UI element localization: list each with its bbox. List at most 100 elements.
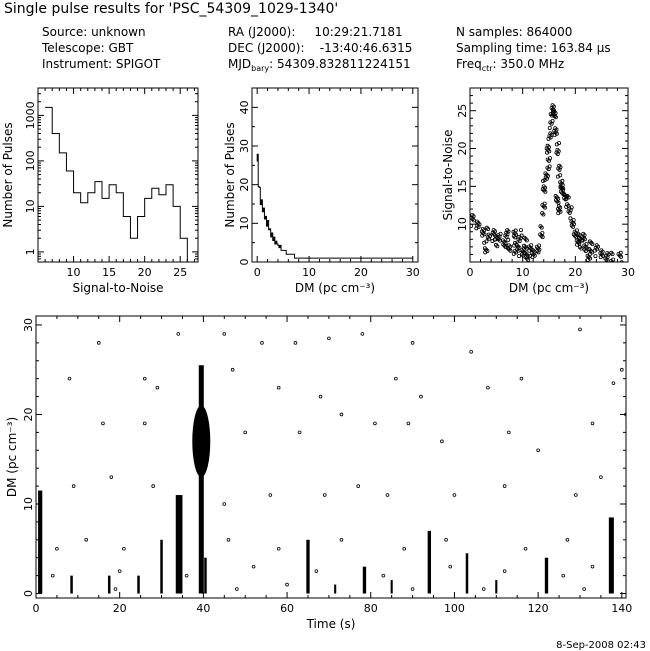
y-tick-label: 20 <box>22 407 35 421</box>
scatter-point <box>524 246 529 251</box>
scatter-point <box>567 210 572 215</box>
mjd-subscript: bary <box>251 64 269 73</box>
scatter-point <box>585 257 590 262</box>
pulse-column <box>175 495 183 594</box>
scatter-point <box>314 569 319 573</box>
scatter-point <box>511 251 516 256</box>
scatter-point <box>619 254 624 259</box>
scatter-point <box>619 260 624 262</box>
page-title: Single pulse results for 'PSC_54309_1029… <box>4 1 338 17</box>
scatter-point <box>539 225 544 230</box>
scatter-point <box>318 394 323 399</box>
y-tick-label: 30 <box>238 139 251 153</box>
scatter-point <box>356 484 360 488</box>
snr-vs-dm-panel: 0 10 20 30 10 15 20 25 DM (pc cm⁻³) Signal-to-Noi… <box>441 87 635 295</box>
scatter-point <box>226 538 231 542</box>
x-axis-label: DM (pc cm⁻³) <box>509 281 589 295</box>
x-tick-label: 80 <box>364 602 378 615</box>
plot-frame <box>469 87 629 263</box>
scatter-point <box>469 350 473 354</box>
scatter-point <box>84 538 89 542</box>
scatter-point <box>339 412 344 417</box>
scatter-point <box>410 587 415 591</box>
scatter-point <box>553 115 558 120</box>
scatter-point <box>561 573 566 578</box>
scatter-point <box>541 178 546 183</box>
scatter-point <box>565 538 570 542</box>
scatter-point <box>101 421 105 426</box>
strong-pulse-blob <box>192 405 211 478</box>
scatter-point <box>495 244 500 249</box>
scatter-point <box>592 248 597 253</box>
scatter-point <box>55 546 59 551</box>
freq-label: Freqctr: 350.0 MHz <box>456 57 564 73</box>
pulse-column <box>334 584 337 594</box>
pulse-column <box>204 557 207 594</box>
y-tick-label: 1 <box>24 248 37 255</box>
ra-label: RA (J2000): 10:29:21.7181 <box>228 25 403 39</box>
scatter-point <box>612 261 615 262</box>
scatter-point <box>480 233 485 238</box>
x-tick-label: 0 <box>254 266 261 279</box>
scatter-point <box>508 248 513 253</box>
scatter-point <box>599 475 603 479</box>
x-tick-label: 20 <box>354 266 368 279</box>
x-tick-label: 100 <box>444 602 465 615</box>
scatter-point <box>564 204 569 209</box>
scatter-point <box>598 255 603 260</box>
scatter-point <box>444 538 448 542</box>
scatter-point <box>506 237 511 242</box>
pulse-column <box>198 365 204 594</box>
scatter-point <box>502 484 507 488</box>
x-tick-label: 25 <box>173 266 187 279</box>
scatter-point <box>590 250 595 255</box>
scatter-point <box>554 142 559 147</box>
scatter-point <box>96 341 101 345</box>
scatter-point <box>541 212 546 217</box>
x-axis-label: Signal-to-Noise <box>72 281 163 295</box>
y-tick-label: 20 <box>238 178 251 192</box>
scatter-point <box>610 252 615 257</box>
scatter-point <box>575 242 580 247</box>
x-axis-label: Time (s) <box>306 617 356 631</box>
scatter-point <box>483 250 488 255</box>
scatter-point <box>222 502 227 506</box>
plot-frame <box>35 315 627 599</box>
scatter-point <box>406 421 411 426</box>
scatter-point <box>122 546 126 551</box>
dm-histogram-panel: 0 10 20 30 0 10 20 30 40 DM (pc cm⁻³) Number of Pu… <box>223 87 420 295</box>
scatter-point <box>523 546 528 551</box>
snr-histogram-panel: 10 15 20 25 1 10 100 1000 Signal-to-Noise Number … <box>1 87 199 295</box>
scatter-point <box>580 238 585 243</box>
scatter-point <box>502 569 507 573</box>
pulse-column <box>70 575 73 594</box>
scatter-point <box>561 186 566 191</box>
y-tick-label: 10 <box>24 199 37 213</box>
y-tick-label: 1000 <box>24 101 37 129</box>
scatter-point <box>503 245 508 250</box>
scatter-point <box>573 493 578 497</box>
scatter-point <box>452 493 457 497</box>
mjd-label-text: MJD <box>228 57 251 71</box>
dm-vs-time-panel: 0 20 40 60 80 100 120 140 0 10 20 30 Time (s) DM (pc … <box>5 315 632 631</box>
scatter-point <box>593 254 598 259</box>
y-axis-label: Number of Pulses <box>1 122 15 227</box>
y-axis-label: Signal-to-Noise <box>441 129 455 220</box>
y-tick-label: 15 <box>456 179 469 193</box>
x-axis-label: DM (pc cm⁻³) <box>295 281 375 295</box>
scatter-point <box>555 151 560 156</box>
scatter-point <box>590 564 595 569</box>
pulse-column <box>137 575 140 594</box>
scatter-point <box>493 237 498 242</box>
histogram-step-line <box>45 106 188 262</box>
scatter-point <box>285 582 289 587</box>
y-tick-label: 100 <box>24 150 37 171</box>
y-tick-label: 30 <box>22 318 35 332</box>
dec-label: DEC (J2000): -13:40:46.6315 <box>228 41 412 55</box>
scatter-point <box>546 167 551 172</box>
scatter-point <box>547 125 552 130</box>
scatter-point <box>546 136 551 141</box>
scatter-point <box>556 211 561 216</box>
scatter-point <box>527 248 532 253</box>
